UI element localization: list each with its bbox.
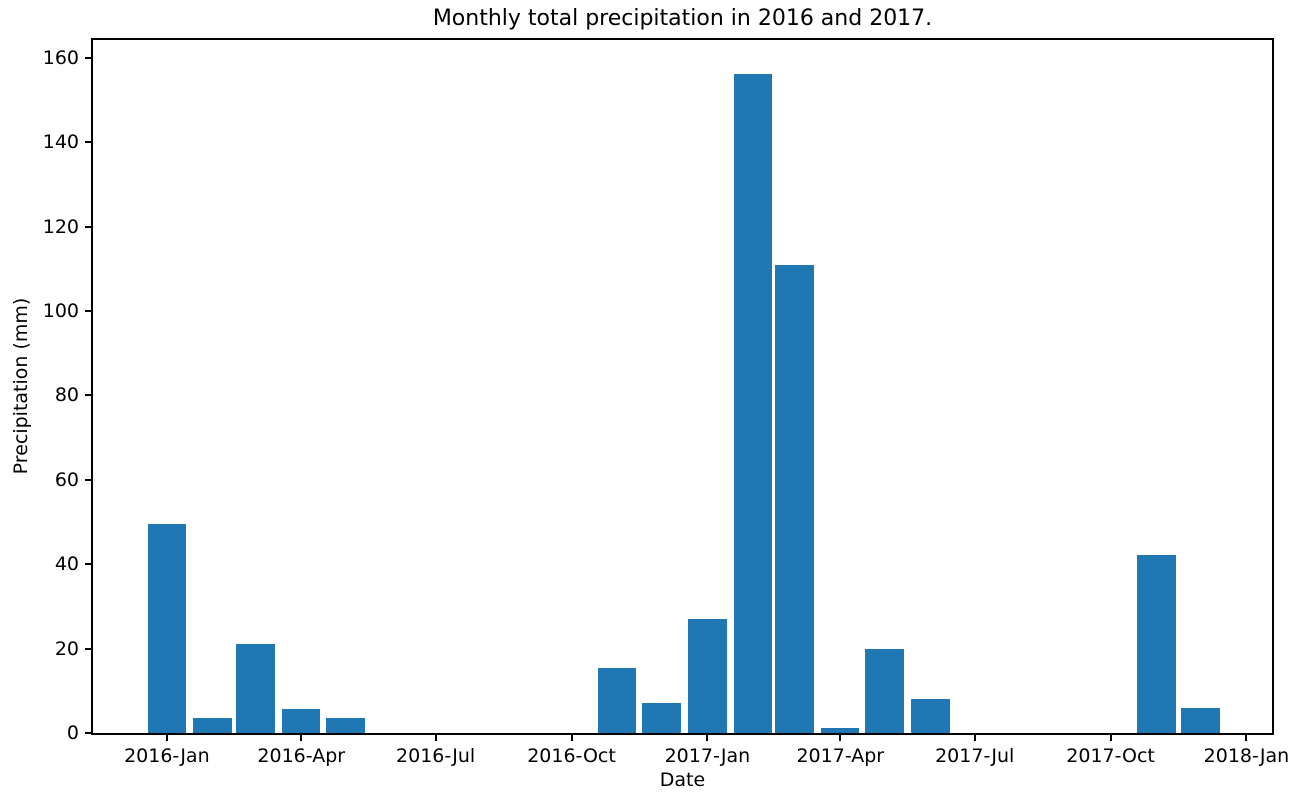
x-tick-2017-Oct (1109, 733, 1112, 741)
x-tick-label-2016-Jan: 2016-Jan (124, 745, 210, 767)
y-tick-label-0: 0 (66, 722, 79, 744)
y-tick-label-60: 60 (54, 468, 79, 491)
bar-2016-01 (147, 524, 187, 733)
x-tick-2016-Jul (434, 733, 437, 741)
x-tick-2016-Jan (165, 733, 168, 741)
x-tick-label-2017-Jul: 2017-Jul (935, 745, 1015, 767)
x-tick-label-2017-Apr: 2017-Apr (796, 745, 885, 767)
y-tick-80 (85, 394, 93, 397)
bar-2017-02 (733, 73, 773, 733)
bar-2017-05 (865, 649, 904, 733)
y-tick-label-80: 80 (54, 384, 79, 407)
y-tick-0 (85, 732, 93, 734)
bar-2016-11 (598, 667, 637, 733)
bar-2017-11 (1137, 554, 1176, 733)
y-tick-label-120: 120 (42, 215, 79, 238)
x-tick-label-2016-Apr: 2016-Apr (257, 745, 346, 767)
x-axis-label: Date (659, 769, 706, 791)
plot-area: 0 20 40 60 80 100 120 140 160 2016-Jan 2016-Apr 201… (43, 38, 1289, 767)
x-tick-label-2017-Oct: 2017-Oct (1066, 745, 1155, 767)
x-tick-2016-Oct (570, 733, 573, 741)
bar-2017-06 (911, 698, 950, 733)
bar-2017-12 (1181, 707, 1220, 733)
x-tick-2016-Apr (300, 733, 303, 741)
x-tick-label-2018-Jan: 2018-Jan (1203, 745, 1290, 767)
y-tick-label-20: 20 (54, 637, 79, 660)
bar-2016-05 (326, 718, 365, 733)
bar-2017-04 (821, 727, 860, 733)
y-tick-160 (85, 56, 93, 59)
x-tick-2018-Jan (1245, 733, 1248, 741)
y-tick-60 (85, 478, 93, 481)
chart-title: Monthly total precipitation in 2016 and … (432, 6, 933, 31)
bar-2016-04 (282, 708, 321, 733)
y-tick-100 (85, 309, 93, 312)
y-tick-label-100: 100 (42, 299, 79, 322)
y-tick-label-140: 140 (42, 131, 79, 154)
y-tick-120 (85, 225, 93, 228)
y-tick-label-40: 40 (54, 553, 79, 576)
bar-2016-03 (236, 643, 275, 733)
y-axis-label: Precipitation (mm) (10, 297, 32, 475)
x-tick-label-2017-Jan: 2017-Jan (664, 745, 751, 767)
x-tick-label-2016-Oct: 2016-Oct (527, 745, 616, 767)
y-tick-140 (85, 141, 93, 144)
x-tick-2017-Apr (839, 733, 842, 741)
bar-2016-12 (642, 703, 681, 733)
bar-2017-03 (775, 264, 814, 733)
bar-2016-02 (193, 718, 232, 733)
y-tick-40 (85, 563, 93, 566)
x-tick-2017-Jan (706, 733, 709, 741)
bar-2017-01 (688, 619, 727, 733)
y-tick-20 (85, 647, 93, 650)
x-tick-2017-Jul (973, 733, 976, 741)
x-tick-label-2016-Jul: 2016-Jul (396, 745, 476, 767)
y-tick-label-160: 160 (42, 46, 79, 69)
